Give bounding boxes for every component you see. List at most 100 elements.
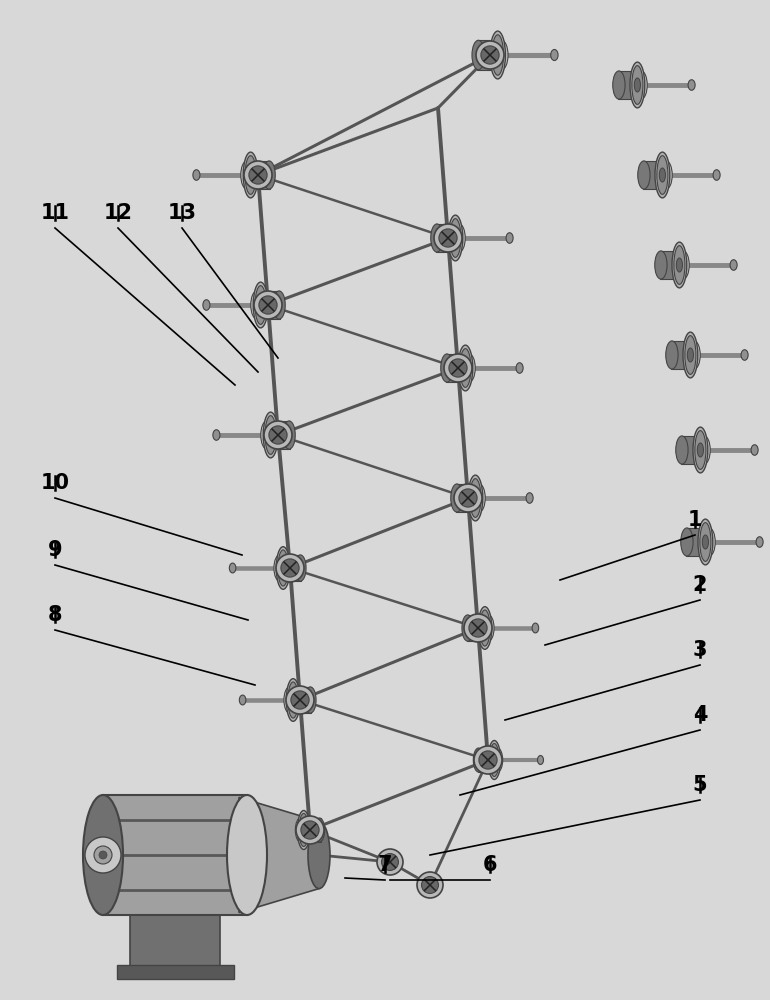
Ellipse shape (666, 341, 678, 369)
Polygon shape (103, 795, 247, 915)
Ellipse shape (255, 286, 266, 324)
Ellipse shape (674, 246, 685, 284)
Circle shape (281, 559, 299, 577)
Circle shape (444, 354, 472, 382)
Circle shape (99, 851, 107, 859)
FancyBboxPatch shape (681, 436, 705, 464)
Ellipse shape (283, 421, 295, 449)
Ellipse shape (472, 40, 485, 70)
Ellipse shape (255, 826, 260, 834)
Circle shape (449, 359, 467, 377)
Text: 4: 4 (693, 705, 708, 725)
Ellipse shape (450, 484, 463, 512)
Ellipse shape (526, 493, 533, 503)
Circle shape (464, 614, 492, 642)
Ellipse shape (273, 291, 285, 319)
Circle shape (276, 554, 304, 582)
Ellipse shape (296, 818, 306, 842)
Ellipse shape (288, 682, 298, 718)
Ellipse shape (192, 170, 200, 180)
Ellipse shape (452, 231, 458, 245)
Ellipse shape (276, 547, 290, 589)
FancyBboxPatch shape (618, 71, 642, 99)
Ellipse shape (251, 291, 263, 319)
Ellipse shape (263, 412, 278, 458)
Ellipse shape (672, 242, 687, 288)
Ellipse shape (635, 71, 648, 99)
Ellipse shape (308, 821, 330, 889)
Ellipse shape (274, 555, 286, 581)
Ellipse shape (492, 35, 504, 75)
Ellipse shape (286, 679, 300, 721)
Ellipse shape (267, 428, 273, 442)
Ellipse shape (295, 555, 306, 581)
Ellipse shape (482, 621, 487, 635)
Ellipse shape (700, 523, 711, 561)
Circle shape (254, 291, 282, 319)
Ellipse shape (448, 215, 463, 261)
Text: 12: 12 (103, 203, 132, 223)
Ellipse shape (280, 561, 286, 575)
Ellipse shape (702, 535, 708, 549)
Ellipse shape (659, 168, 665, 182)
Ellipse shape (693, 427, 708, 473)
Circle shape (481, 46, 499, 64)
Ellipse shape (473, 484, 485, 512)
Ellipse shape (677, 251, 689, 279)
Text: 13: 13 (168, 203, 196, 223)
Ellipse shape (301, 824, 306, 836)
Ellipse shape (297, 810, 310, 850)
Ellipse shape (470, 479, 481, 517)
Ellipse shape (756, 537, 763, 547)
Ellipse shape (630, 62, 644, 108)
Circle shape (454, 484, 482, 512)
Circle shape (377, 849, 403, 875)
Ellipse shape (654, 251, 667, 279)
Ellipse shape (483, 615, 494, 641)
Ellipse shape (613, 71, 625, 99)
Ellipse shape (698, 519, 713, 565)
Ellipse shape (241, 161, 253, 189)
Ellipse shape (632, 66, 643, 104)
Ellipse shape (532, 623, 539, 633)
Ellipse shape (676, 258, 682, 272)
Text: 5: 5 (693, 775, 708, 795)
Text: 2: 2 (693, 575, 708, 595)
Ellipse shape (490, 31, 505, 79)
Ellipse shape (305, 687, 316, 713)
Circle shape (264, 421, 292, 449)
Text: 10: 10 (41, 473, 69, 493)
Circle shape (459, 489, 477, 507)
Ellipse shape (472, 491, 478, 505)
Text: 8: 8 (48, 605, 62, 625)
Text: 1: 1 (688, 510, 702, 530)
Ellipse shape (480, 610, 490, 646)
FancyBboxPatch shape (246, 161, 270, 189)
FancyBboxPatch shape (671, 341, 695, 369)
Circle shape (296, 816, 324, 844)
Ellipse shape (657, 156, 668, 194)
Ellipse shape (460, 349, 471, 387)
FancyBboxPatch shape (467, 615, 490, 641)
Circle shape (286, 686, 314, 714)
Ellipse shape (478, 607, 492, 649)
Ellipse shape (688, 80, 695, 90)
Circle shape (469, 619, 487, 637)
Ellipse shape (458, 345, 473, 391)
Circle shape (269, 426, 287, 444)
Ellipse shape (516, 363, 523, 373)
Ellipse shape (463, 354, 475, 382)
FancyBboxPatch shape (256, 291, 280, 319)
Ellipse shape (265, 416, 276, 454)
Ellipse shape (263, 161, 275, 189)
Ellipse shape (492, 748, 503, 772)
Ellipse shape (488, 740, 500, 780)
Ellipse shape (243, 152, 258, 198)
Ellipse shape (284, 687, 296, 713)
FancyBboxPatch shape (660, 251, 685, 279)
Ellipse shape (685, 336, 696, 374)
Ellipse shape (655, 152, 670, 198)
Ellipse shape (257, 298, 263, 312)
Text: 6: 6 (483, 855, 497, 875)
Ellipse shape (462, 361, 468, 375)
